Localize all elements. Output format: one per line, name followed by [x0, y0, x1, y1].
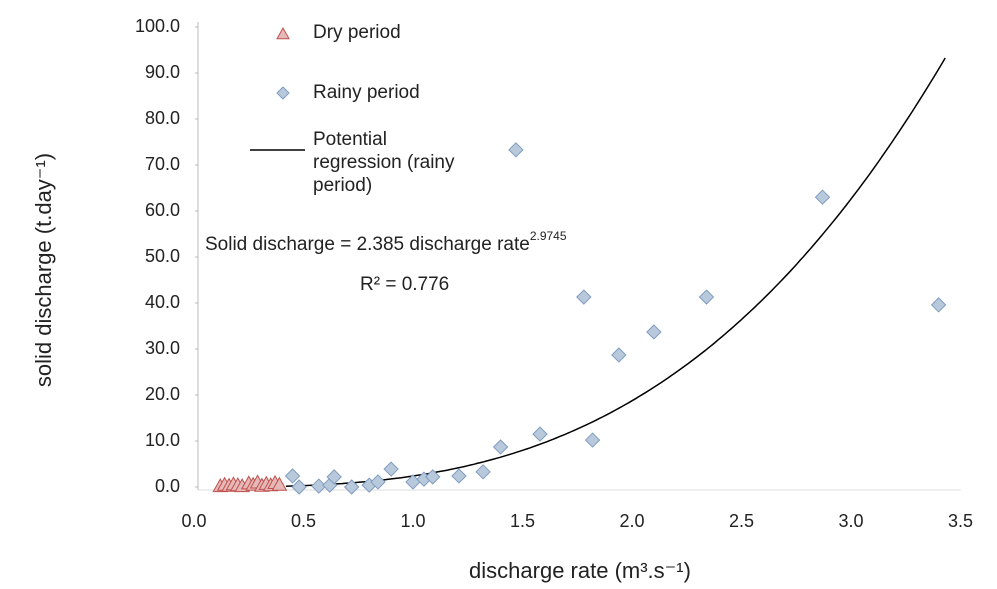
y-axis-title: solid discharge (t.day⁻¹) [31, 153, 56, 387]
legend-label: Potential regression (rainy period) [313, 129, 455, 196]
y-tick-label: 0.0 [155, 476, 180, 496]
point [291, 479, 307, 495]
point [814, 189, 831, 205]
regression-curve [285, 57, 946, 487]
point [532, 426, 548, 442]
y-tick-label: 40.0 [145, 292, 180, 312]
r2-label: R² = [360, 274, 402, 295]
point [508, 142, 524, 158]
point [271, 476, 288, 491]
point [451, 468, 467, 484]
y-tick-label: 50.0 [145, 246, 180, 266]
point [326, 469, 342, 485]
point [383, 461, 399, 477]
r-squared: R² = 0.776 [360, 274, 449, 295]
equation: Solid discharge = 2.385 discharge rate2.… [205, 229, 567, 255]
x-tick-label: 2.0 [619, 511, 644, 531]
y-tick-label: 20.0 [145, 384, 180, 404]
x-tick-label: 0.5 [291, 511, 316, 531]
point [646, 324, 662, 340]
point [698, 289, 715, 305]
legend-marker [276, 26, 290, 40]
x-tick-label: 1.5 [510, 511, 535, 531]
y-tick-label: 100.0 [135, 16, 180, 36]
x-tick-label: 2.5 [729, 511, 754, 531]
point [343, 479, 360, 495]
point [930, 297, 947, 313]
point [370, 474, 386, 490]
y-tick-label: 80.0 [145, 108, 180, 128]
x-axis-title: discharge rate (m³.s⁻¹) [469, 558, 691, 583]
r2-value: 0.776 [402, 274, 450, 295]
legend-label: Rainy period [313, 82, 420, 103]
point [284, 468, 301, 484]
x-tick-label: 1.0 [400, 511, 425, 531]
x-tick-label: 0.0 [181, 511, 206, 531]
point [584, 432, 601, 448]
point [475, 464, 491, 480]
point [576, 289, 592, 305]
y-tick-label: 70.0 [145, 154, 180, 174]
y-tick-label: 30.0 [145, 338, 180, 358]
equation-coefficient: 2.385 [357, 234, 405, 255]
equation-left: Solid discharge = [205, 234, 357, 255]
point [425, 469, 441, 485]
y-tick-label: 10.0 [145, 430, 180, 450]
equation-exponent: 2.9745 [530, 229, 567, 243]
x-tick-label: 3.0 [838, 511, 863, 531]
y-tick-label: 90.0 [145, 62, 180, 82]
legend-marker [276, 86, 290, 100]
y-tick-label: 60.0 [145, 200, 180, 220]
point [611, 347, 627, 363]
equation-variable: discharge rate [404, 234, 530, 255]
point [492, 439, 509, 455]
legend-label: Dry period [313, 22, 401, 43]
x-tick-label: 3.5 [948, 511, 973, 531]
